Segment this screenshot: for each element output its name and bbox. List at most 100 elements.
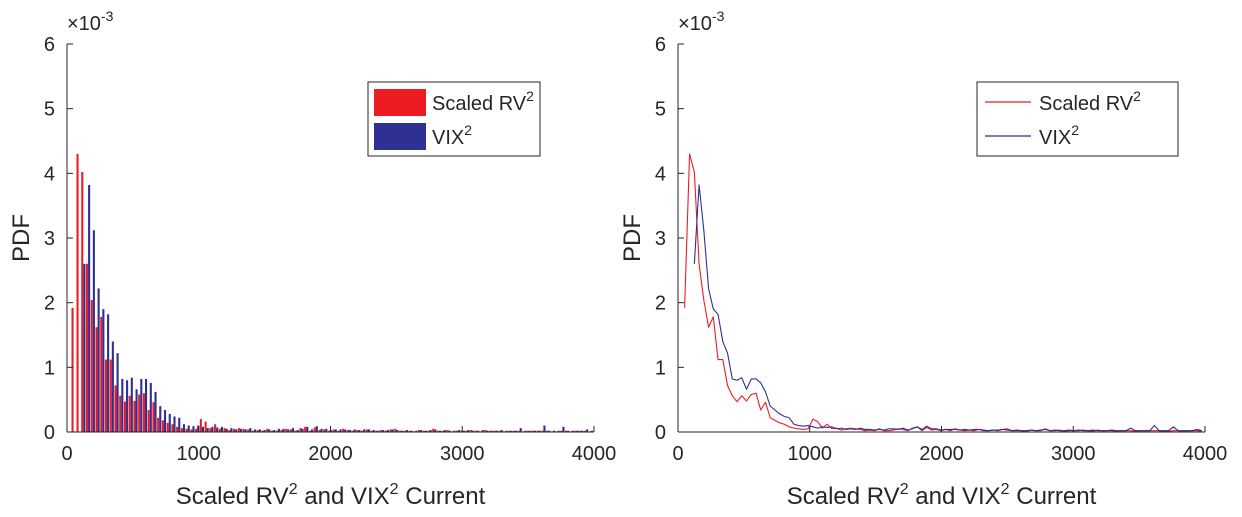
bar-scaled-rv2 (180, 428, 183, 432)
bar-vix2 (448, 430, 451, 432)
bar-scaled-rv2 (280, 430, 283, 432)
y-tick-label: 3 (44, 228, 55, 250)
bar-vix2 (263, 430, 266, 432)
bar-scaled-rv2 (304, 426, 307, 432)
bar-scaled-rv2 (417, 430, 421, 432)
bar-vix2 (424, 430, 427, 432)
y-tick-label: 6 (655, 34, 666, 56)
bar-scaled-rv2 (81, 172, 84, 432)
bar-vix2 (192, 426, 195, 432)
bar-scaled-rv2 (199, 419, 202, 432)
bar-scaled-rv2 (185, 428, 188, 432)
bar-scaled-rv2 (242, 428, 245, 432)
y-axis-label: PDF (8, 214, 35, 262)
bar-vix2 (391, 429, 394, 432)
bar-scaled-rv2 (275, 430, 278, 432)
bar-scaled-rv2 (470, 430, 473, 432)
bar-scaled-rv2 (327, 430, 330, 432)
histogram-panel: 0 1000 2000 3000 4000 0 1 2 3 4 5 6 ×10-3 PDF Scaled R… (8, 8, 616, 510)
bar-scaled-rv2 (432, 428, 435, 432)
bar-scaled-rv2 (308, 430, 311, 432)
y-tick-label: 5 (44, 99, 55, 121)
y-exponent-label: ×10-3 (67, 8, 114, 35)
bar-vix2 (467, 430, 470, 432)
bar-vix2 (135, 389, 138, 432)
bar-vix2 (201, 426, 205, 432)
bar-vix2 (514, 430, 518, 432)
legend: Scaled RV2 VIX2 (367, 81, 541, 157)
bar-vix2 (273, 430, 276, 432)
bar-scaled-rv2 (427, 430, 430, 432)
bar-vix2 (83, 263, 86, 432)
legend-label: Scaled RV2 (432, 88, 534, 115)
bar-vix2 (519, 428, 522, 432)
bar-scaled-rv2 (546, 430, 549, 432)
bar-scaled-rv2 (493, 430, 496, 432)
bar-scaled-rv2 (233, 428, 236, 432)
bar-vix2 (187, 425, 190, 432)
bar-vix2 (567, 430, 570, 432)
bar-vix2 (477, 430, 480, 432)
bar-vix2 (140, 378, 143, 432)
bar-scaled-rv2 (489, 430, 492, 432)
bar-scaled-rv2 (323, 429, 326, 432)
bar-vix2 (301, 428, 304, 432)
bar-scaled-rv2 (337, 430, 340, 432)
data-marks (684, 153, 1202, 432)
bar-vix2 (296, 430, 299, 432)
bar-vix2 (311, 429, 314, 432)
bar-vix2 (149, 382, 152, 432)
bar-scaled-rv2 (100, 316, 103, 432)
bar-vix2 (552, 430, 555, 432)
bar-vix2 (486, 430, 489, 432)
bar-scaled-rv2 (455, 430, 459, 432)
bar-vix2 (173, 416, 176, 432)
bar-scaled-rv2 (251, 430, 255, 432)
bar-vix2 (239, 428, 242, 432)
bar-scaled-rv2 (474, 430, 477, 432)
line-pdf-panel: 0 1000 2000 3000 4000 0 1 2 3 4 5 6 ×10-3 PDF Scaled R… (619, 8, 1227, 510)
bar-vix2 (206, 428, 209, 432)
bar-vix2 (197, 425, 200, 432)
bar-scaled-rv2 (460, 430, 463, 432)
bar-scaled-rv2 (104, 359, 108, 432)
bar-vix2 (344, 429, 347, 432)
y-tick-label: 1 (655, 357, 666, 379)
bar-vix2 (410, 430, 413, 432)
bar-vix2 (458, 430, 461, 432)
bar-vix2 (538, 430, 541, 432)
bar-vix2 (249, 428, 252, 432)
bar-vix2 (386, 430, 389, 432)
bar-vix2 (225, 428, 228, 432)
bar-vix2 (363, 429, 366, 432)
x-tick-label: 3000 (1051, 443, 1096, 465)
bar-scaled-rv2 (261, 430, 264, 432)
bar-vix2 (211, 426, 214, 432)
bar-scaled-rv2 (365, 429, 368, 432)
bar-vix2 (353, 429, 356, 432)
bar-scaled-rv2 (375, 430, 378, 432)
bar-scaled-rv2 (114, 385, 117, 432)
bar-vix2 (107, 314, 110, 432)
bar-vix2 (306, 426, 309, 432)
bar-scaled-rv2 (560, 430, 563, 432)
y-tick-label: 3 (655, 228, 666, 250)
bar-scaled-rv2 (565, 430, 568, 432)
bar-scaled-rv2 (332, 429, 335, 432)
bar-scaled-rv2 (446, 430, 449, 432)
bar-scaled-rv2 (247, 429, 250, 432)
y-tick-label: 0 (655, 422, 666, 444)
bar-vix2 (453, 430, 456, 432)
x-tick-label: 1000 (177, 443, 222, 465)
bar-vix2 (154, 391, 157, 432)
bar-vix2 (182, 424, 186, 432)
bar-vix2 (277, 428, 280, 432)
bar-scaled-rv2 (76, 153, 79, 432)
bar-scaled-rv2 (190, 429, 193, 432)
y-tick-label: 1 (44, 357, 55, 379)
bar-scaled-rv2 (171, 424, 174, 432)
bar-scaled-rv2 (128, 395, 131, 432)
bar-scaled-rv2 (223, 428, 226, 432)
bar-vix2 (372, 430, 375, 432)
